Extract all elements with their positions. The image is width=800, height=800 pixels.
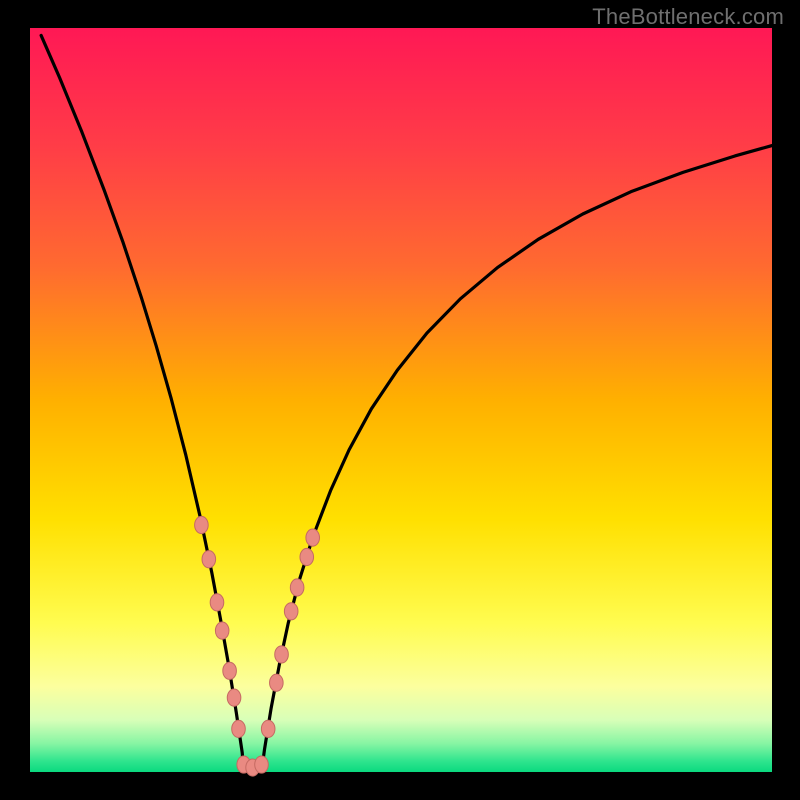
- curve-marker: [232, 720, 246, 737]
- curve-marker: [215, 622, 229, 639]
- curve-marker: [306, 529, 320, 546]
- curve-marker: [270, 674, 284, 691]
- curve-marker: [284, 603, 298, 620]
- curve-marker: [261, 720, 275, 737]
- curve-marker: [202, 551, 216, 568]
- curve-marker: [223, 662, 237, 679]
- watermark-text: TheBottleneck.com: [592, 4, 784, 30]
- curve-marker: [195, 516, 209, 533]
- curve-marker: [275, 646, 289, 663]
- curve-marker: [255, 756, 269, 773]
- curve-marker: [300, 548, 314, 565]
- curve-marker: [210, 594, 224, 611]
- bottleneck-chart-svg: [0, 0, 800, 800]
- chart-stage: TheBottleneck.com: [0, 0, 800, 800]
- curve-marker: [227, 689, 241, 706]
- curve-marker: [290, 579, 304, 596]
- plot-background: [30, 28, 772, 772]
